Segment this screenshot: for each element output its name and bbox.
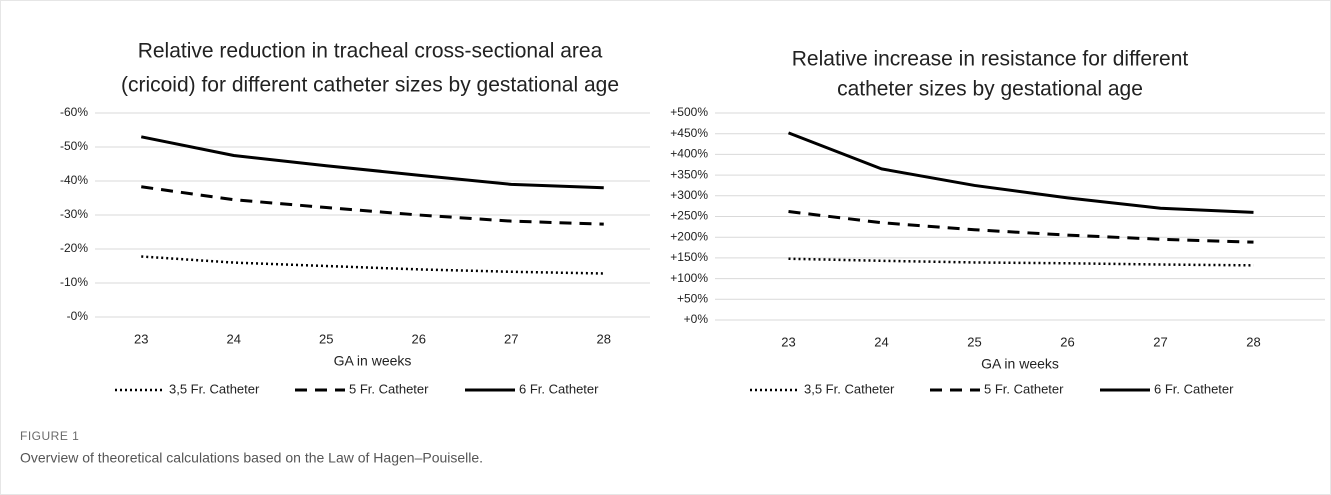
series-line — [788, 210, 1254, 244]
x-tick-label: 24 — [227, 331, 241, 346]
y-tick-label: -50% — [60, 139, 88, 153]
y-tick-label: +50% — [677, 291, 708, 305]
y-tick-label: -0% — [67, 309, 89, 323]
y-tick-label: +200% — [670, 229, 708, 243]
y-tick-label: -30% — [60, 207, 88, 221]
y-tick-label: +400% — [670, 147, 708, 161]
x-tick-label: 28 — [1246, 334, 1260, 349]
y-tick-label: -40% — [60, 173, 88, 187]
chart-title: Relative reduction in tracheal cross-sec… — [138, 40, 603, 63]
legend-label: 5 Fr. Catheter — [349, 381, 429, 396]
y-tick-label: +300% — [670, 188, 708, 202]
series-line — [140, 135, 604, 190]
x-tick-label: 23 — [781, 334, 795, 349]
series-line — [141, 185, 604, 226]
legend-label: 6 Fr. Catheter — [1154, 381, 1234, 396]
chart-title: catheter sizes by gestational age — [837, 78, 1143, 101]
x-tick-label: 25 — [319, 331, 333, 346]
y-tick-label: +450% — [670, 126, 708, 140]
chart-title: Relative increase in resistance for diff… — [792, 48, 1189, 71]
y-tick-label: -10% — [60, 275, 88, 289]
x-tick-label: 23 — [134, 331, 148, 346]
x-tick-label: 26 — [1060, 334, 1074, 349]
x-axis-title: GA in weeks — [334, 353, 412, 369]
x-tick-label: 28 — [597, 331, 611, 346]
chart-title: (cricoid) for different catheter sizes b… — [121, 74, 619, 97]
legend-label: 6 Fr. Catheter — [519, 381, 599, 396]
legend-label: 3,5 Fr. Catheter — [169, 381, 260, 396]
x-tick-label: 25 — [967, 334, 981, 349]
y-tick-label: +350% — [670, 167, 708, 181]
y-tick-label: +500% — [670, 105, 708, 119]
x-tick-label: 26 — [412, 331, 426, 346]
x-tick-label: 24 — [874, 334, 888, 349]
y-tick-label: -60% — [60, 105, 88, 119]
y-tick-label: +250% — [670, 209, 708, 223]
y-tick-label: +150% — [670, 250, 708, 264]
caption-text: Overview of theoretical calculations bas… — [20, 450, 483, 466]
legend-label: 5 Fr. Catheter — [984, 381, 1064, 396]
x-tick-label: 27 — [504, 331, 518, 346]
x-tick-label: 27 — [1153, 334, 1167, 349]
series-line — [787, 131, 1254, 214]
x-axis-title: GA in weeks — [981, 356, 1059, 372]
series-line — [141, 255, 604, 275]
y-tick-label: +100% — [670, 271, 708, 285]
legend-label: 3,5 Fr. Catheter — [804, 381, 895, 396]
y-tick-label: +0% — [684, 312, 709, 326]
y-tick-label: -20% — [60, 241, 88, 255]
caption-label: FIGURE 1 — [20, 429, 79, 443]
